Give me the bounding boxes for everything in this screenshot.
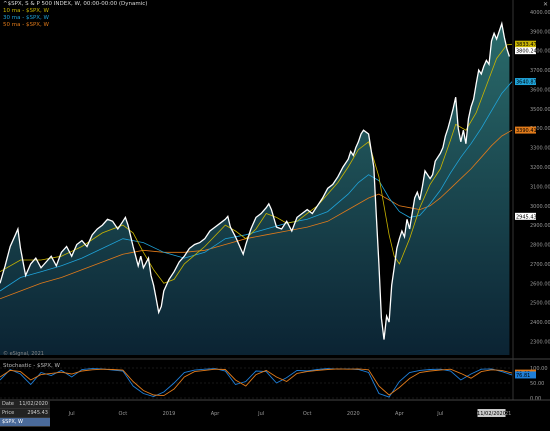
price-tick-label: 3700.00 xyxy=(530,68,550,74)
time-tick-label: 2020 xyxy=(347,411,360,417)
price-tick-label: 3400.00 xyxy=(530,126,550,132)
price-tag-label: 3390.41 xyxy=(516,128,537,134)
price-tick-label: 3200.00 xyxy=(530,165,550,171)
price-tick-label: 3600.00 xyxy=(530,87,550,93)
price-tag-label: 2945.43 xyxy=(516,214,537,220)
price-tick-label: 3500.00 xyxy=(530,107,550,113)
price-tag xyxy=(515,126,536,134)
chart-legend: ^$SPX, S & P 500 INDEX, W, 00:00-00:00 (… xyxy=(3,1,147,29)
price-tag xyxy=(515,212,536,220)
price-tick-label: 3900.00 xyxy=(530,29,550,35)
time-tick-label: Apr xyxy=(211,411,221,417)
time-tick-label: Jul xyxy=(436,411,443,417)
stoch-tick-label: 50.00 xyxy=(530,381,544,387)
price-tick-label: 3000.00 xyxy=(530,204,550,210)
price-tag xyxy=(515,78,536,86)
info-date-label: Date xyxy=(2,401,14,407)
info-date-value: 11/02/2020 xyxy=(19,401,48,407)
stoch-tag-label: 76.81 xyxy=(516,373,530,379)
price-tick-label: 2500.00 xyxy=(530,301,550,307)
stoch-d-line xyxy=(0,368,513,398)
legend-ma50: 50 ma - $SPX, W xyxy=(3,22,49,28)
price-tick-label: 2700.00 xyxy=(530,262,550,268)
price-tick-label: 2400.00 xyxy=(530,320,550,326)
price-tag-label: 3800.24 xyxy=(516,49,537,55)
legend-ma30: 30 ma - $SPX, W xyxy=(3,15,49,21)
price-line xyxy=(0,21,511,340)
price-area-fill xyxy=(0,23,510,355)
info-date-row: Date 11/02/2020 xyxy=(0,400,50,409)
info-price-label: Price xyxy=(2,410,15,416)
close-icon[interactable]: ✕ xyxy=(543,2,549,8)
time-cursor-tag xyxy=(477,409,506,417)
cursor-info-box: Date 11/02/2020 Price 2945.43 $SPX, W xyxy=(0,400,50,427)
info-price-value: 2945.43 xyxy=(27,410,48,416)
stoch-tick-label: 100.00 xyxy=(530,366,548,372)
price-tag-label: 3833.47 xyxy=(516,42,537,48)
ma10-line xyxy=(0,43,513,284)
time-tick-label: Oct xyxy=(119,411,128,417)
info-price-row: Price 2945.43 xyxy=(0,409,50,418)
ma50-line xyxy=(0,129,513,300)
price-tick-label: 4000.00 xyxy=(530,10,550,16)
price-tick-label: 2600.00 xyxy=(530,281,550,287)
time-tick-label: Jul xyxy=(68,411,75,417)
price-tick-label: 2300.00 xyxy=(530,339,550,345)
price-tick-label: 3300.00 xyxy=(530,146,550,152)
price-tick-label: 3100.00 xyxy=(530,184,550,190)
price-tick-label: 3800.00 xyxy=(530,49,550,55)
price-tag xyxy=(515,47,536,55)
time-cursor-label: 11/02/2020 xyxy=(477,411,506,417)
price-tag xyxy=(515,40,536,48)
price-tag-label: 3640.87 xyxy=(516,80,537,86)
stochastic-title: Stochastic - $SPX, W xyxy=(3,363,60,369)
time-tick-label: 2019 xyxy=(163,411,176,417)
time-axis: JulOct2019AprJulOct2020AprJulOct202111/0… xyxy=(0,399,550,417)
ma30-line xyxy=(0,81,513,292)
price-tick-label: 2900.00 xyxy=(530,223,550,229)
time-tick-label: Oct xyxy=(303,411,312,417)
time-tick-label: Apr xyxy=(395,411,405,417)
stoch-k-line xyxy=(0,368,513,397)
copyright-text: © eSignal, 2021 xyxy=(3,351,44,357)
legend-ma10: 10 ma - $SPX, W xyxy=(3,8,49,14)
stoch-tag xyxy=(515,371,536,379)
price-tick-label: 2800.00 xyxy=(530,243,550,249)
time-tick-label: Jul xyxy=(257,411,264,417)
price-panel: 2300.00 2400.00 2500.00 2600.00 2700.00 2800.… xyxy=(0,0,550,400)
stoch-tick-label: 0.00 xyxy=(530,396,541,402)
legend-title: ^$SPX, S & P 500 INDEX, W, 00:00-00:00 (… xyxy=(3,1,148,7)
